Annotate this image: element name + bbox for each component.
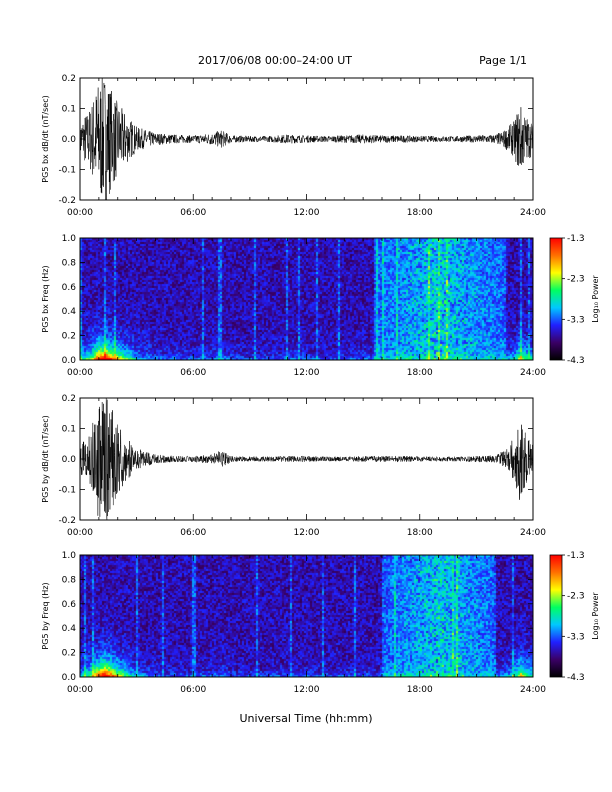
by-waveform-y-tick-label: -0.1 [58,486,76,496]
by-spectrogram-image [80,555,533,677]
by-spectrogram-colorbar-tick-label: -3.3 [567,632,585,642]
bx-spectrogram-y-tick-label: 0.8 [62,258,77,268]
bx-spectrogram-y-tick-label: 0.0 [62,356,77,366]
bx-spectrogram-y-tick-label: 0.6 [62,283,77,293]
bx-waveform-y-tick-label: 0.0 [62,135,77,145]
by-spectrogram-colorbar-label: Log₁₀ Power [591,592,600,640]
by-spectrogram-y-tick-label: 0.4 [62,624,77,634]
by-spectrogram-y-tick-label: 0.6 [62,600,77,610]
by-spectrogram-y-tick-label: 0.2 [62,649,76,659]
by-waveform-trace [80,398,533,520]
bx-spectrogram-y-tick-label: 1.0 [62,234,77,244]
bx-waveform-x-tick-label: 00:00 [67,208,93,218]
by-spectrogram-x-tick-label: 00:00 [67,685,93,695]
bx-spectrogram-colorbar-tick-label: -1.3 [567,234,585,244]
by-waveform-x-tick-label: 24:00 [520,528,546,538]
by-waveform-y-tick-label: -0.2 [58,516,76,526]
by-spectrogram-colorbar-tick-label: -1.3 [567,551,585,561]
by-spectrogram-colorbar-tick-label: -4.3 [567,673,585,683]
bx-waveform-y-tick-label: -0.2 [58,196,76,206]
by-spectrogram-x-tick-label: 24:00 [520,685,546,695]
by-waveform-y-tick-label: 0.2 [62,394,76,404]
bx-spectrogram-colorbar-label: Log₁₀ Power [591,275,600,323]
bx-spectrogram-x-tick-label: 12:00 [294,368,320,378]
by-waveform-x-tick-label: 00:00 [67,528,93,538]
by-spectrogram-y-tick-label: 1.0 [62,551,77,561]
bx-waveform-y-tick-label: 0.1 [62,105,76,115]
by-spectrogram-colorbar [549,554,563,678]
by-waveform-y-tick-label: 0.1 [62,425,76,435]
bx-spectrogram-colorbar-tick-label: -3.3 [567,315,585,325]
bx-waveform-y-tick-label: 0.2 [62,74,76,84]
bx-spectrogram-image [80,238,533,360]
bx-waveform-x-tick-label: 18:00 [407,208,433,218]
bx-spectrogram-y-tick-label: 0.2 [62,332,76,342]
bx-spectrogram-x-tick-label: 18:00 [407,368,433,378]
bx-spectrogram-colorbar-tick-label: -2.3 [567,275,585,285]
x-axis-label: Universal Time (hh:mm) [240,712,373,725]
bx-spectrogram-x-tick-label: 00:00 [67,368,93,378]
page-indicator: Page 1/1 [479,54,527,67]
by-spectrogram-x-tick-label: 12:00 [294,685,320,695]
bx-waveform-y-tick-label: -0.1 [58,166,76,176]
bx-spectrogram-y-tick-label: 0.4 [62,307,77,317]
bx-spectrogram-x-tick-label: 06:00 [180,368,206,378]
by-spectrogram-y-tick-label: 0.0 [62,673,77,683]
by-waveform-y-axis-label: PG5 by dB/dt (nT/sec) [41,415,50,502]
figure-title: 2017/06/08 00:00–24:00 UT [198,54,352,67]
by-spectrogram-y-axis-label: PG5 by Freq (Hz) [41,582,50,649]
by-spectrogram-y-tick-label: 0.8 [62,575,77,585]
bx-spectrogram-colorbar-tick-label: -4.3 [567,356,585,366]
bx-spectrogram-x-tick-label: 24:00 [520,368,546,378]
by-spectrogram-x-tick-label: 06:00 [180,685,206,695]
by-spectrogram-x-tick-label: 18:00 [407,685,433,695]
bx-waveform-x-tick-label: 12:00 [294,208,320,218]
by-spectrogram-colorbar-tick-label: -2.3 [567,592,585,602]
by-waveform-y-tick-label: 0.0 [62,455,77,465]
by-waveform-x-tick-label: 18:00 [407,528,433,538]
by-waveform-x-tick-label: 06:00 [180,528,206,538]
by-waveform-x-tick-label: 12:00 [294,528,320,538]
bx-waveform-y-axis-label: PG5 bx dB/dt (nT/sec) [41,95,50,182]
bx-spectrogram-colorbar [549,237,563,361]
bx-waveform-x-tick-label: 24:00 [520,208,546,218]
bx-waveform-trace [80,78,533,200]
bx-spectrogram-y-axis-label: PG5 bx Freq (Hz) [41,265,50,332]
bx-waveform-x-tick-label: 06:00 [180,208,206,218]
